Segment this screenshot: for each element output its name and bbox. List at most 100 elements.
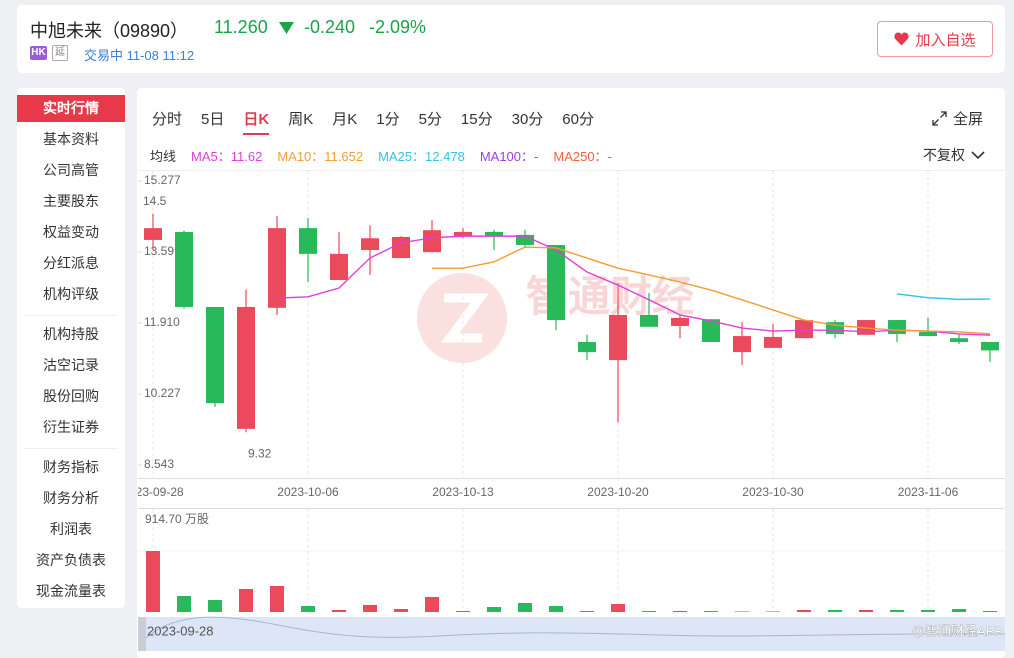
change: -0.240	[304, 17, 356, 37]
min-label: 9.32	[248, 446, 272, 460]
adjust-dropdown[interactable]: 不复权	[923, 145, 985, 165]
x-tick-label: 2023-10-06	[277, 485, 339, 499]
volume-bar	[983, 610, 997, 612]
volume-bar	[208, 599, 222, 612]
candle-body	[361, 238, 379, 251]
candle-body	[826, 322, 844, 334]
fullscreen-label: 全屏	[953, 111, 984, 128]
period-tab[interactable]: 分时	[152, 111, 183, 128]
volume-bar	[177, 595, 191, 612]
volume-bar	[146, 551, 160, 612]
sidebar-item[interactable]: 股份回购	[43, 388, 99, 404]
candle-body	[950, 338, 968, 342]
sidebar-item[interactable]: 沽空记录	[43, 357, 99, 373]
candle-body	[764, 336, 782, 348]
sidebar-item[interactable]: 主要股东	[43, 193, 99, 209]
x-tick-label: 2023-11-06	[898, 485, 959, 499]
candle-body	[919, 331, 937, 337]
y-tick-label: 13.59	[144, 244, 174, 258]
candle-body	[268, 228, 286, 308]
y-tick-label: 10.227	[144, 386, 181, 400]
period-tab[interactable]: 30分	[511, 111, 544, 128]
volume-bar	[518, 602, 532, 612]
watchlist-button[interactable]: 加入自选	[877, 21, 993, 57]
candle-body	[516, 234, 534, 245]
sidebar-item[interactable]: 权益变动	[43, 224, 99, 240]
navigator-label: 2023-09-28	[147, 623, 214, 638]
delay-badge: 延	[52, 45, 68, 61]
volume-bar	[890, 609, 904, 612]
ma-line	[432, 246, 991, 335]
sidebar-item[interactable]: 机构持股	[43, 326, 99, 342]
volume-bar	[735, 611, 749, 612]
candle-body	[454, 231, 472, 237]
sidebar-item[interactable]: 衍生证券	[43, 419, 99, 435]
sidebar-divider	[25, 315, 117, 316]
legend-title: 均线	[150, 149, 177, 164]
sidebar-item[interactable]: 分红派息	[43, 255, 99, 271]
expand-icon	[932, 111, 947, 126]
period-tab[interactable]: 1分	[376, 111, 400, 128]
candle-body	[299, 228, 317, 254]
sidebar-item[interactable]: 现金流量表	[36, 583, 106, 599]
stock-name: 中旭未来（09890）	[30, 21, 189, 41]
period-tabs: 分时 5日 日K 周K 月K 1分 5分 15分 30分 60分	[152, 108, 594, 135]
period-tab[interactable]: 周K	[288, 111, 314, 128]
volume-bar	[704, 610, 718, 612]
sidebar-item[interactable]: 公司高管	[43, 162, 99, 178]
sidebar-item[interactable]: 财务分析	[43, 490, 99, 506]
watermark-logo-mark	[441, 293, 489, 343]
volume-bar	[797, 609, 811, 612]
sidebar-item[interactable]: 利润表	[50, 521, 92, 537]
volume-bar	[332, 609, 346, 612]
ma-line	[276, 235, 991, 336]
volume-bar	[456, 610, 470, 612]
candle-body	[888, 320, 906, 334]
sidebar-item[interactable]: 资产负债表	[36, 552, 106, 568]
period-tab[interactable]: 月K	[332, 111, 358, 128]
sidebar-item[interactable]: 基本资料	[43, 131, 99, 147]
heart-icon	[894, 32, 910, 46]
ma-line	[896, 293, 991, 301]
ma-legend: 均线 MA5：11.62 MA10：11.652 MA25：12.478 MA100：-…	[150, 146, 612, 165]
sidebar-item[interactable]: 机构评级	[43, 286, 99, 302]
period-tab[interactable]: 15分	[460, 111, 493, 128]
down-arrow	[279, 22, 294, 34]
x-tick-label: 2023-09-28	[138, 485, 184, 499]
fullscreen-button[interactable]: 全屏	[932, 108, 983, 129]
chart-card	[137, 88, 1005, 658]
volume-bar	[766, 611, 780, 612]
candle-body	[640, 314, 658, 327]
navigator-handle	[138, 617, 146, 651]
legend-entry: MA100：-	[479, 149, 539, 164]
period-tab[interactable]: 日K	[243, 108, 269, 135]
period-tab[interactable]: 60分	[562, 111, 594, 128]
price: 11.260	[214, 17, 268, 37]
candle-body	[795, 320, 813, 339]
quote-header	[17, 5, 1005, 73]
chevron	[971, 150, 985, 159]
legend-entry: MA10：11.652	[277, 149, 364, 164]
candle-body	[144, 228, 162, 240]
change-pct: -2.09%	[369, 17, 427, 37]
watchlist-label: 加入自选	[915, 31, 976, 49]
volume-bar	[425, 596, 439, 612]
candle-body	[485, 231, 503, 237]
sidebar-item[interactable]: 实时行情	[17, 95, 125, 122]
navigator-line	[145, 616, 1005, 639]
sidebar-item[interactable]: 财务指标	[43, 459, 99, 475]
y-tick-label: 8.543	[144, 457, 174, 471]
period-tab[interactable]: 5日	[201, 111, 225, 128]
candle-body	[423, 230, 441, 253]
volume-bar	[828, 609, 842, 612]
volume-bar	[270, 585, 284, 612]
adjust-label: 不复权	[923, 147, 965, 163]
legend-entry: MA5：11.62	[191, 149, 263, 164]
volume-bar	[394, 608, 408, 612]
period-tab[interactable]: 5分	[418, 111, 442, 128]
candle-body	[392, 236, 410, 259]
max-label: 14.5	[143, 194, 167, 208]
y-tick-label: 15.277	[144, 173, 181, 187]
y-tick-label: 914.70 万股	[145, 512, 209, 526]
